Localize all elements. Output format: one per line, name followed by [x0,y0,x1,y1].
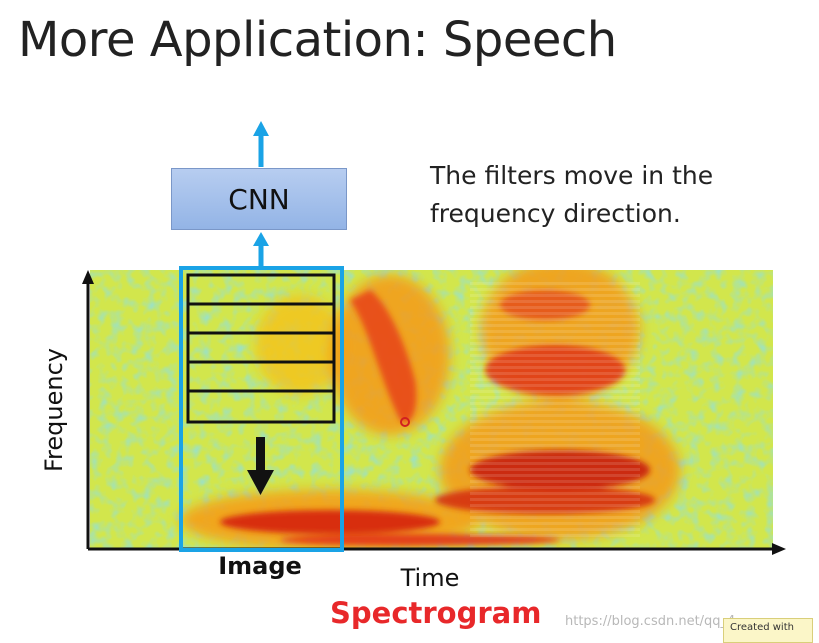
spectrogram-label: Spectrogram [330,596,542,630]
note-text: The filters move in the frequency direct… [430,161,714,228]
y-axis-label: Frequency [40,348,68,472]
image-frame [179,266,344,552]
spectrogram-image [90,270,773,548]
slide-title: More Application: Speech [18,12,617,68]
x-axis-label: Time [400,564,460,592]
filter-boxes [186,273,336,424]
cnn-label: CNN [228,182,290,216]
watermark: https://blog.csdn.net/qq_4... [565,614,748,629]
up-arrow-icon [253,121,269,266]
image-label: Image [218,552,302,580]
down-arrow-icon [247,437,274,495]
cnn-box: CNN [171,168,347,230]
created-badge[interactable]: Created with [723,618,813,643]
